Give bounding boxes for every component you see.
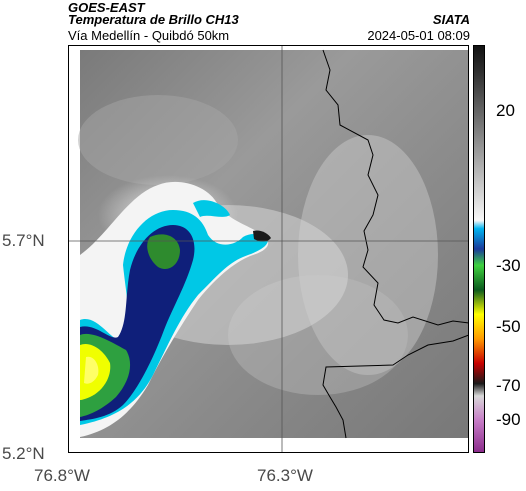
satellite-name: GOES-EAST xyxy=(68,0,145,15)
colorbar-tick-label: -70 xyxy=(496,376,521,395)
colorbar-tick-label: 20 xyxy=(496,101,515,120)
colorbar-tick-label: -90 xyxy=(496,410,521,429)
colorbar xyxy=(473,45,485,453)
longitude-label: 76.8°W xyxy=(34,466,90,485)
region-label: Vía Medellín - Quibdó 50km xyxy=(68,28,230,43)
organization-label: SIATA xyxy=(432,12,470,27)
colorbar-tick-label: -30 xyxy=(496,256,521,275)
longitude-label: 76.3°W xyxy=(257,466,313,485)
timestamp-label: 2024-05-01 08:09 xyxy=(367,28,470,43)
product-title: Temperatura de Brillo CH13 xyxy=(68,12,239,27)
latitude-label: 5.7°N xyxy=(2,231,45,250)
satellite-map xyxy=(68,45,469,453)
latitude-label: 5.2°N xyxy=(2,444,45,463)
colorbar-tick-label: -50 xyxy=(496,317,521,336)
